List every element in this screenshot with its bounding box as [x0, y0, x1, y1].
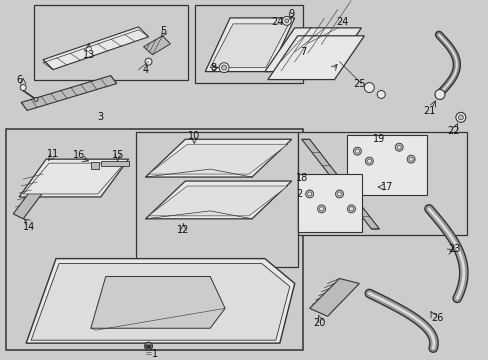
Circle shape — [335, 190, 343, 198]
Text: 8: 8 — [210, 63, 216, 73]
Circle shape — [305, 190, 313, 198]
Text: 25: 25 — [352, 78, 365, 89]
Circle shape — [366, 159, 370, 163]
Circle shape — [221, 65, 226, 70]
Text: 11: 11 — [47, 149, 59, 159]
Text: 20: 20 — [313, 318, 325, 328]
Text: 9: 9 — [288, 9, 294, 19]
Circle shape — [349, 207, 353, 211]
Polygon shape — [23, 163, 124, 194]
Text: 5: 5 — [160, 26, 166, 36]
Text: 26: 26 — [430, 313, 442, 323]
Text: 10: 10 — [188, 131, 200, 141]
Polygon shape — [267, 36, 364, 80]
Circle shape — [407, 155, 414, 163]
Circle shape — [408, 157, 412, 161]
Text: 19: 19 — [372, 134, 385, 144]
Polygon shape — [21, 76, 117, 111]
Bar — [297, 132, 466, 235]
Bar — [145, 345, 151, 348]
Circle shape — [355, 149, 359, 153]
Bar — [34, 5, 188, 80]
Polygon shape — [43, 27, 148, 69]
Circle shape — [455, 112, 465, 122]
Circle shape — [319, 207, 323, 211]
Text: 1: 1 — [152, 349, 158, 359]
Polygon shape — [91, 162, 99, 169]
Circle shape — [282, 17, 291, 25]
Text: 2: 2 — [296, 189, 302, 199]
Polygon shape — [309, 279, 359, 316]
Circle shape — [365, 157, 372, 165]
Circle shape — [396, 145, 400, 149]
Circle shape — [144, 342, 152, 350]
Circle shape — [284, 19, 288, 23]
Text: 24: 24 — [271, 17, 284, 27]
Polygon shape — [26, 258, 294, 343]
Circle shape — [394, 143, 402, 151]
Circle shape — [219, 63, 228, 73]
Bar — [297, 174, 362, 232]
Polygon shape — [148, 144, 287, 174]
Text: 15: 15 — [111, 150, 123, 160]
Circle shape — [377, 90, 385, 99]
Polygon shape — [145, 181, 291, 219]
Text: 18: 18 — [295, 173, 307, 183]
Circle shape — [307, 192, 311, 196]
Text: 7: 7 — [300, 47, 306, 57]
Circle shape — [457, 115, 462, 120]
Circle shape — [34, 98, 38, 102]
Circle shape — [347, 205, 355, 213]
Circle shape — [353, 147, 361, 155]
Polygon shape — [143, 36, 170, 55]
Polygon shape — [91, 276, 224, 328]
Polygon shape — [19, 159, 128, 197]
Text: 3: 3 — [98, 112, 103, 122]
Circle shape — [364, 82, 373, 93]
Polygon shape — [301, 139, 379, 229]
Polygon shape — [210, 24, 288, 68]
Circle shape — [337, 192, 341, 196]
Text: 14: 14 — [23, 222, 35, 232]
Text: 17: 17 — [380, 182, 393, 192]
Polygon shape — [31, 264, 289, 340]
Bar — [135, 132, 297, 266]
Circle shape — [145, 58, 152, 65]
Text: 12: 12 — [177, 225, 189, 235]
Text: 4: 4 — [142, 65, 148, 75]
Polygon shape — [205, 18, 294, 72]
Circle shape — [434, 90, 444, 99]
Text: 24: 24 — [336, 17, 348, 27]
Polygon shape — [13, 174, 53, 219]
Polygon shape — [101, 161, 128, 166]
Text: 6: 6 — [16, 75, 22, 85]
Text: 23: 23 — [448, 244, 460, 254]
Polygon shape — [148, 186, 287, 216]
Text: 21: 21 — [422, 107, 434, 116]
Bar — [347, 135, 426, 195]
Polygon shape — [145, 139, 291, 177]
Text: 13: 13 — [82, 50, 95, 60]
Bar — [6, 129, 302, 350]
Circle shape — [20, 85, 26, 90]
Circle shape — [317, 205, 325, 213]
Text: 16: 16 — [73, 150, 85, 160]
Polygon shape — [264, 28, 361, 72]
Text: 22: 22 — [447, 126, 459, 136]
Bar — [195, 5, 302, 82]
